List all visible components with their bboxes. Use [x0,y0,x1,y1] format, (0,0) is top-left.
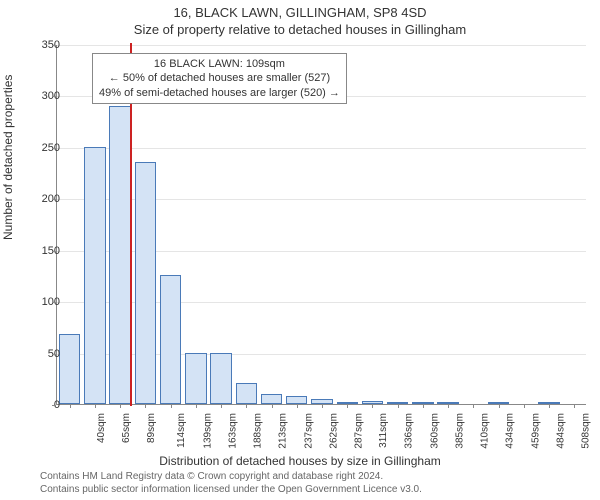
y-tick-label: 350 [42,39,60,51]
annotation-box: 16 BLACK LAWN: 109sqm ← 50% of detached … [92,53,347,104]
x-tick-label: 336sqm [404,413,415,449]
x-tick-label: 484sqm [555,413,566,449]
grid-line [57,45,586,46]
x-tick [221,404,222,408]
x-tick-label: 114sqm [176,413,187,448]
x-tick-label: 508sqm [581,413,592,449]
bar [261,394,282,404]
x-tick [549,404,550,408]
x-tick-label: 188sqm [253,413,264,449]
x-tick [246,404,247,408]
x-tick-label: 287sqm [354,413,365,449]
y-tick [52,405,56,406]
x-tick [473,404,474,408]
y-tick [52,96,56,97]
x-tick-label: 385sqm [455,413,466,449]
bar [185,353,206,404]
bar [59,334,80,404]
y-tick [52,45,56,46]
x-tick [95,404,96,408]
annotation-line-1: 16 BLACK LAWN: 109sqm [99,57,340,71]
y-tick [52,302,56,303]
x-tick [524,404,525,408]
x-tick [70,404,71,408]
bar [160,275,181,404]
x-tick-label: 40sqm [96,413,107,443]
x-tick [347,404,348,408]
x-tick-label: 459sqm [530,413,541,449]
plot-area: 16 BLACK LAWN: 109sqm ← 50% of detached … [56,45,586,405]
x-tick-label: 360sqm [429,413,440,449]
y-tick [52,354,56,355]
y-tick [52,148,56,149]
y-tick-label: 250 [42,142,60,154]
y-tick-label: 300 [42,90,60,102]
bar [84,147,105,404]
footer-line-1: Contains HM Land Registry data © Crown c… [40,470,422,483]
y-tick-label: 200 [42,193,60,205]
y-tick-label: 150 [42,245,60,257]
y-tick-label: 100 [42,296,60,308]
bar [109,106,130,404]
x-tick-label: 410sqm [480,413,491,449]
annotation-line-2: ← 50% of detached houses are smaller (52… [99,71,340,85]
annotation-line-3: 49% of semi-detached houses are larger (… [99,86,340,100]
bar [135,162,156,404]
x-tick [297,404,298,408]
x-tick [423,404,424,408]
x-tick [372,404,373,408]
x-tick-label: 89sqm [146,413,157,443]
y-tick [52,199,56,200]
x-tick-label: 163sqm [227,413,238,449]
chart-title-sub: Size of property relative to detached ho… [0,22,600,37]
chart-footer: Contains HM Land Registry data © Crown c… [40,470,422,496]
x-tick-label: 262sqm [328,413,339,449]
x-tick-label: 213sqm [278,413,289,449]
x-tick [448,404,449,408]
x-tick [322,404,323,408]
x-axis-label: Distribution of detached houses by size … [0,454,600,468]
bar [210,353,231,404]
x-tick-label: 311sqm [378,413,389,448]
x-tick [145,404,146,408]
x-tick [499,404,500,408]
x-tick [398,404,399,408]
bar [286,396,307,404]
x-tick-label: 434sqm [505,413,516,449]
x-tick [171,404,172,408]
x-tick-label: 237sqm [303,413,314,449]
x-tick [272,404,273,408]
footer-line-2: Contains public sector information licen… [40,483,422,496]
y-tick [52,251,56,252]
x-tick-label: 65sqm [121,413,132,443]
x-tick [120,404,121,408]
x-tick [574,404,575,408]
grid-line [57,148,586,149]
chart-title-main: 16, BLACK LAWN, GILLINGHAM, SP8 4SD [0,5,600,20]
x-tick [196,404,197,408]
bar [236,383,257,404]
y-axis-label: Number of detached properties [1,75,15,240]
x-tick-label: 139sqm [202,413,213,449]
